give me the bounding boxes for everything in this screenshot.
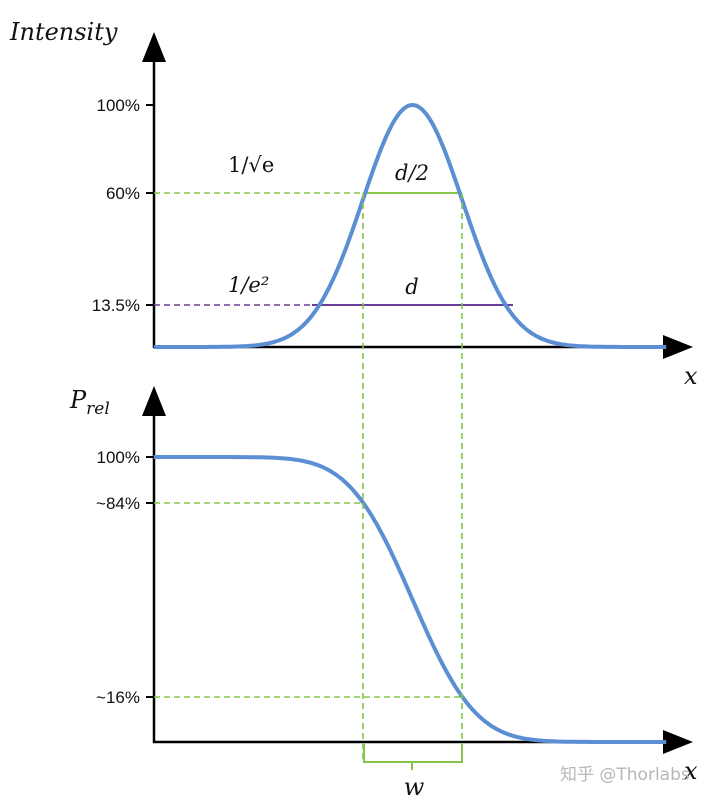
tick-label-13: 13.5% (92, 296, 140, 315)
intensity-axis-title: Intensity (9, 18, 118, 46)
intensity-x-label: x (684, 362, 698, 390)
label-sqrt-e: 1/√e (228, 153, 274, 177)
intensity-y-arrowhead (142, 32, 166, 62)
tick-label-p16: ~16% (96, 688, 140, 707)
label-d-half: d/2 (395, 161, 429, 185)
prel-x-arrowhead (663, 730, 693, 754)
tick-label-p84: ~84% (96, 494, 140, 513)
intensity-x-arrowhead (663, 335, 693, 359)
prel-chart: Prel x 100% ~84% ~16% (69, 386, 698, 785)
prel-y-arrowhead (142, 386, 166, 416)
tick-label-100: 100% (97, 96, 140, 115)
watermark: 知乎 @Thorlabs (560, 765, 690, 785)
tick-label-60: 60% (106, 184, 140, 203)
intensity-chart: Intensity x 100% 60% 13.5% 1/√e d/2 1/e²… (9, 18, 698, 390)
width-bracket (363, 744, 463, 770)
prel-x-label: x (684, 757, 698, 785)
label-d: d (405, 275, 418, 299)
cumulative-power-curve (153, 455, 667, 744)
prel-axis-title: Prel (69, 386, 110, 419)
label-w: w (404, 773, 425, 801)
gaussian-curve (153, 102, 667, 349)
tick-label-p100: 100% (97, 448, 140, 467)
label-e2: 1/e² (228, 273, 269, 297)
